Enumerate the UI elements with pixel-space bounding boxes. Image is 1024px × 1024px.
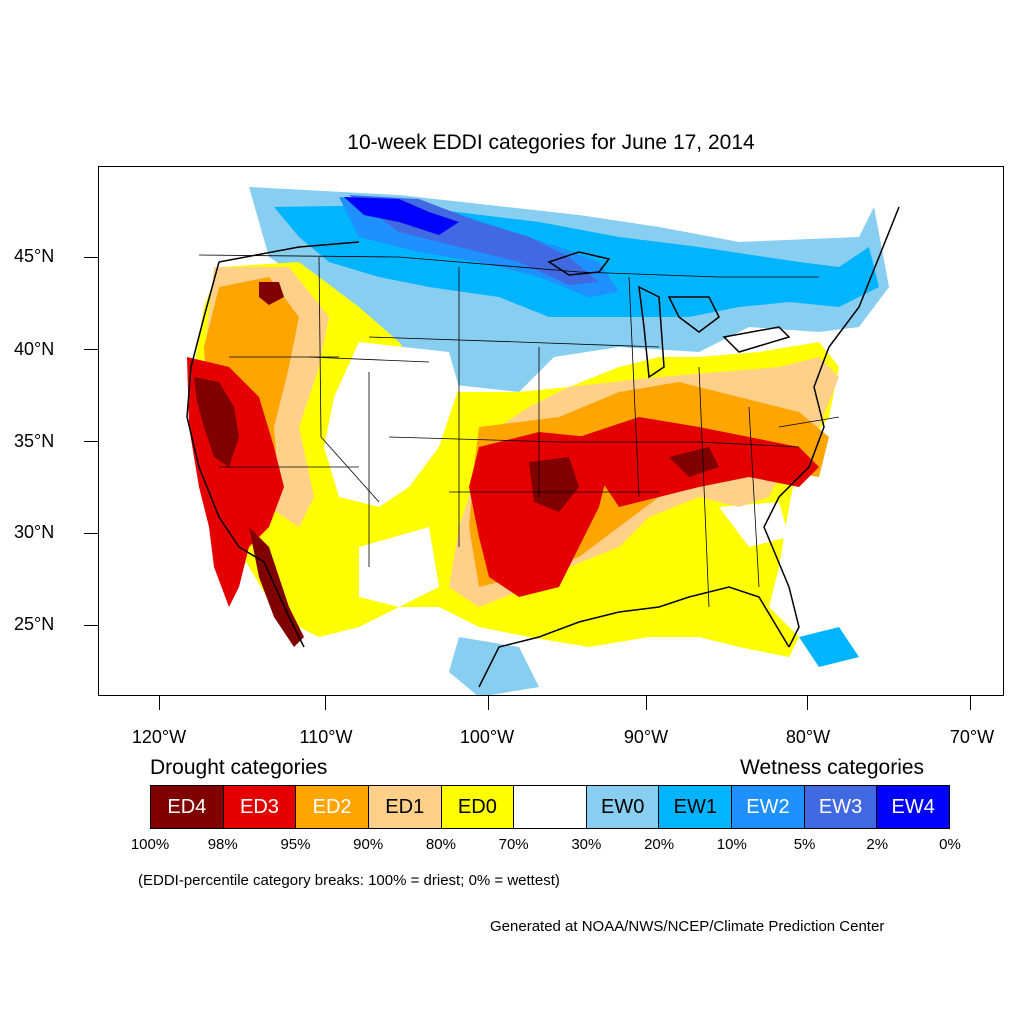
map-title: 10-week EDDI categories for June 17, 201… — [347, 131, 755, 154]
legend-swatch-ew1: EW1 — [659, 786, 733, 828]
legend-break-label: 95% — [280, 836, 311, 853]
legend-swatch-ed0: ED0 — [441, 786, 515, 828]
map-plot-area — [98, 166, 1004, 696]
eddi-map-svg — [186, 187, 900, 695]
great-lakes-outline — [547, 251, 791, 379]
drought-region-ed4-ok — [529, 457, 579, 512]
state-borders — [198, 254, 840, 608]
legend-swatch-ed4: ED4 — [151, 786, 224, 828]
lon-label-120: 120°W — [131, 727, 187, 747]
lat-label-30: 30°N — [14, 522, 55, 542]
drought-region-ed4-ky — [669, 447, 719, 477]
lat-label-45: 45°N — [14, 246, 55, 266]
lat-tick — [84, 257, 98, 258]
lon-label-70: 70°W — [949, 727, 995, 747]
legend-swatch-ew4: EW4 — [877, 786, 950, 828]
legend-colorbar: ED4 ED3 ED2 ED1 ED0 EW0 EW1 EW2 EW3 EW4 — [150, 785, 950, 829]
lat-tick — [84, 625, 98, 626]
legend-break-label: 0% — [939, 836, 961, 853]
lon-label-110: 110°W — [299, 727, 353, 747]
legend-break-label: 70% — [498, 836, 529, 853]
lon-tick — [325, 696, 326, 710]
lon-tick — [970, 696, 971, 710]
near-normal-region-mountain — [324, 342, 459, 507]
legend-swatch-ew3: EW3 — [804, 786, 878, 828]
drought-categories-heading: Drought categories — [150, 756, 328, 779]
legend-swatch-ed1: ED1 — [368, 786, 442, 828]
lat-label-40: 40°N — [14, 339, 55, 359]
lon-label-80: 80°W — [785, 727, 831, 747]
legend-break-label: 5% — [793, 836, 816, 853]
drought-region-ed4-baja — [249, 527, 304, 647]
wetness-categories-heading: Wetness categories — [740, 756, 925, 779]
drought-region-ed4-ca — [194, 377, 239, 467]
legend-break-label: 20% — [644, 836, 675, 853]
legend-break-label: 10% — [716, 836, 747, 853]
legend-swatch-near-normal — [514, 786, 587, 828]
lon-tick — [646, 696, 647, 710]
lat-tick — [84, 441, 98, 442]
wet-region-ew0-mexico — [449, 637, 539, 695]
legend-break-label: 30% — [571, 836, 602, 853]
lat-label-35: 35°N — [14, 431, 55, 451]
legend-break-label: 2% — [866, 836, 889, 853]
lat-tick — [84, 349, 98, 350]
drought-region-ed4-oregon — [259, 282, 284, 305]
lon-tick — [488, 696, 489, 710]
category-breaks-note: (EDDI-percentile category breaks: 100% =… — [138, 872, 560, 889]
legend-swatch-ed2: ED2 — [296, 786, 369, 828]
coastline-outline — [186, 206, 900, 688]
legend-break-label: 80% — [425, 836, 456, 853]
credit-line: Generated at NOAA/NWS/NCEP/Climate Predi… — [490, 918, 885, 935]
legend-break-label: 90% — [353, 836, 384, 853]
lon-tick — [159, 696, 160, 710]
legend-break-label: 98% — [207, 836, 238, 853]
wet-region-ew4 — [344, 197, 459, 235]
lon-label-100: 100°W — [459, 727, 515, 747]
legend-break-label: 100% — [130, 836, 170, 853]
wet-region-ew1-florida — [799, 627, 859, 667]
lon-tick — [807, 696, 808, 710]
legend-swatch-ed3: ED3 — [223, 786, 297, 828]
lon-label-90: 90°W — [623, 727, 669, 747]
legend-swatch-ew0: EW0 — [586, 786, 660, 828]
lat-label-25: 25°N — [14, 614, 55, 634]
lat-tick — [84, 533, 98, 534]
near-normal-region-south — [359, 527, 439, 607]
legend-swatch-ew2: EW2 — [732, 786, 805, 828]
